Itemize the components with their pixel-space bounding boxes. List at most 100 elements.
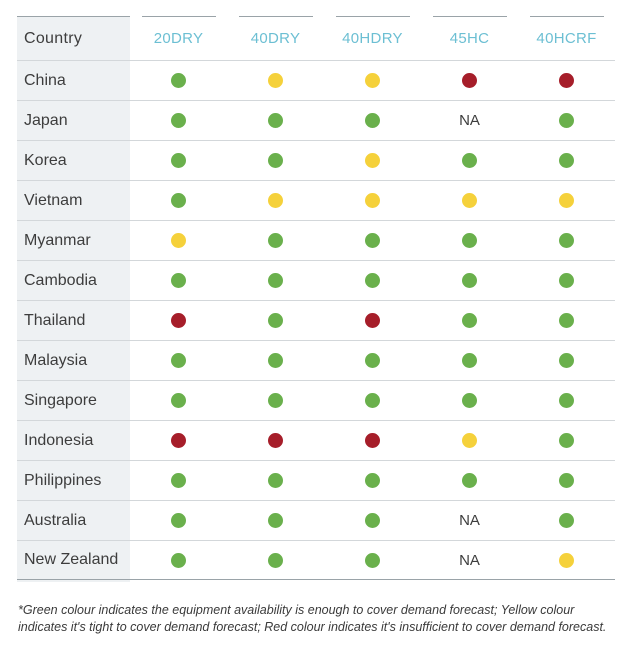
header-20dry: 20DRY: [130, 16, 227, 60]
status-cell: [518, 141, 615, 180]
green-status-dot: [462, 473, 477, 488]
status-cell: [421, 261, 518, 300]
status-cell: NA: [421, 501, 518, 540]
status-cell: NA: [421, 541, 518, 579]
status-cell: [421, 421, 518, 460]
table-row: Korea: [17, 140, 615, 180]
green-status-dot: [559, 233, 574, 248]
red-status-dot: [365, 433, 380, 448]
table-row: Malaysia: [17, 340, 615, 380]
status-cell: [130, 421, 227, 460]
green-status-dot: [365, 273, 380, 288]
country-name: Australia: [24, 511, 87, 529]
yellow-status-dot: [559, 552, 574, 568]
green-status-dot: [462, 393, 477, 408]
table-body: China Japan NA Korea Vietnam Myanmar Cambodia T…: [17, 60, 615, 580]
status-cell: [518, 421, 615, 460]
green-status-dot: [171, 393, 186, 408]
status-cell: [130, 141, 227, 180]
country-column-background: [17, 16, 130, 582]
green-status-dot: [171, 113, 186, 128]
green-status-dot: [559, 313, 574, 328]
status-cell: [518, 541, 615, 579]
status-cell: [421, 461, 518, 500]
status-cell: [130, 301, 227, 340]
status-cell: [518, 261, 615, 300]
table-row: China: [17, 60, 615, 100]
red-status-dot: [171, 313, 186, 328]
yellow-status-dot: [365, 73, 380, 88]
green-status-dot: [268, 513, 283, 528]
yellow-status-dot: [268, 73, 283, 88]
status-cell: [518, 341, 615, 380]
green-status-dot: [559, 513, 574, 528]
status-cell: [130, 181, 227, 220]
status-cell: [421, 221, 518, 260]
country-name: China: [24, 71, 66, 89]
status-cell: [130, 221, 227, 260]
status-cell: [227, 301, 324, 340]
green-status-dot: [462, 153, 477, 168]
status-cell: [130, 381, 227, 420]
green-status-dot: [171, 353, 186, 368]
status-cell: [518, 221, 615, 260]
status-cell: [324, 301, 421, 340]
status-cell: [227, 221, 324, 260]
green-status-dot: [171, 273, 186, 288]
red-status-dot: [559, 73, 574, 88]
status-cell: [130, 341, 227, 380]
green-status-dot: [171, 73, 186, 88]
status-cell: [130, 261, 227, 300]
header-40hdry: 40HDRY: [324, 16, 421, 60]
green-status-dot: [268, 353, 283, 368]
status-cell: [421, 61, 518, 100]
table-row: Japan NA: [17, 100, 615, 140]
status-cell: [421, 381, 518, 420]
country-name: Malaysia: [24, 351, 88, 369]
status-cell: [227, 101, 324, 140]
green-status-dot: [268, 552, 283, 568]
status-cell: [227, 261, 324, 300]
status-cell: [324, 221, 421, 260]
green-status-dot: [462, 233, 477, 248]
header-40hcrf: 40HCRF: [518, 16, 615, 60]
green-status-dot: [365, 353, 380, 368]
red-status-dot: [462, 73, 477, 88]
green-status-dot: [268, 313, 283, 328]
country-name: Indonesia: [24, 431, 94, 449]
green-status-dot: [365, 552, 380, 568]
status-cell: [324, 181, 421, 220]
country-name: Singapore: [24, 391, 97, 409]
green-status-dot: [365, 393, 380, 408]
yellow-status-dot: [462, 433, 477, 448]
country-name: New Zealand: [24, 551, 119, 568]
status-cell: [324, 341, 421, 380]
table-row: Singapore: [17, 380, 615, 420]
green-status-dot: [268, 233, 283, 248]
country-name: Philippines: [24, 471, 102, 489]
yellow-status-dot: [462, 193, 477, 208]
footnote: *Green colour indicates the equipment av…: [18, 603, 607, 634]
red-status-dot: [171, 433, 186, 448]
table-row: Cambodia: [17, 260, 615, 300]
header-45hc: 45HC: [421, 16, 518, 60]
status-cell: [130, 541, 227, 579]
status-cell: [518, 301, 615, 340]
status-cell: [227, 421, 324, 460]
table-row: Australia NA: [17, 500, 615, 540]
country-name: Vietnam: [24, 191, 83, 209]
table-header: Country 20DRY 40DRY 40HDRY 45HC 40HCRF: [17, 16, 615, 60]
status-cell: [227, 141, 324, 180]
country-name: Thailand: [24, 311, 86, 329]
table-row: Indonesia: [17, 420, 615, 460]
table-row: Vietnam: [17, 180, 615, 220]
status-cell: [324, 101, 421, 140]
country-name: Cambodia: [24, 271, 97, 289]
green-status-dot: [462, 353, 477, 368]
green-status-dot: [559, 273, 574, 288]
table-row: Thailand: [17, 300, 615, 340]
green-status-dot: [171, 193, 186, 208]
green-status-dot: [365, 473, 380, 488]
green-status-dot: [365, 233, 380, 248]
country-name: Japan: [24, 111, 68, 129]
